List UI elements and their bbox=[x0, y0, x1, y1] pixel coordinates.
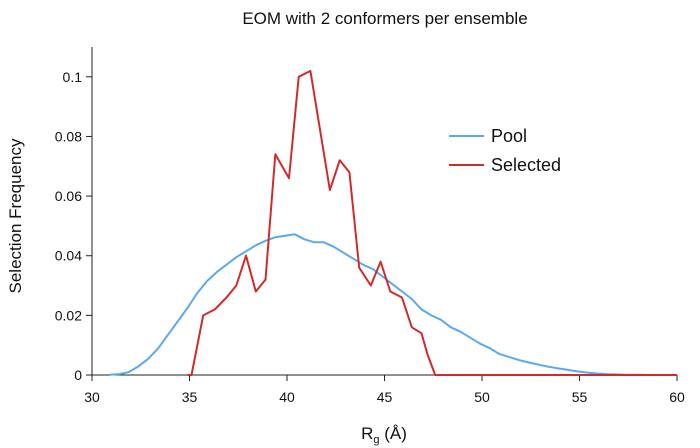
series-layer bbox=[109, 69, 677, 376]
y-tick-label: 0.06 bbox=[55, 188, 82, 204]
x-axis-label-main: R bbox=[361, 424, 373, 443]
x-tick-label: 60 bbox=[669, 389, 685, 405]
y-axis: 0 0.02 0.04 0.06 0.08 0.1 bbox=[55, 47, 93, 383]
y-tick-label: 0.1 bbox=[63, 69, 83, 85]
y-tick-label: 0 bbox=[74, 367, 82, 383]
legend-label-selected: Selected bbox=[491, 155, 561, 175]
series-line-pool bbox=[109, 233, 675, 376]
y-tick-label: 0.08 bbox=[55, 128, 82, 144]
x-axis-label-unit: (Å) bbox=[380, 424, 407, 443]
x-tick-label: 45 bbox=[377, 389, 393, 405]
series-line-selected bbox=[187, 69, 677, 376]
legend-label-pool: Pool bbox=[491, 126, 527, 146]
y-tick-label: 0.04 bbox=[55, 248, 82, 264]
x-tick-label: 35 bbox=[182, 389, 198, 405]
x-axis: 30 35 40 45 50 55 60 bbox=[84, 374, 685, 405]
x-tick-label: 55 bbox=[572, 389, 588, 405]
y-axis-label: Selection Frequency bbox=[6, 138, 25, 293]
x-tick-label: 40 bbox=[279, 389, 295, 405]
x-axis-label-sub: g bbox=[373, 434, 379, 446]
x-tick-label: 50 bbox=[474, 389, 490, 405]
y-tick-label: 0.02 bbox=[55, 307, 82, 323]
legend: Pool Selected bbox=[449, 126, 561, 175]
x-axis-label: Rg (Å) bbox=[361, 424, 407, 446]
x-tick-label: 30 bbox=[84, 389, 100, 405]
chart-title: EOM with 2 conformers per ensemble bbox=[242, 9, 527, 28]
